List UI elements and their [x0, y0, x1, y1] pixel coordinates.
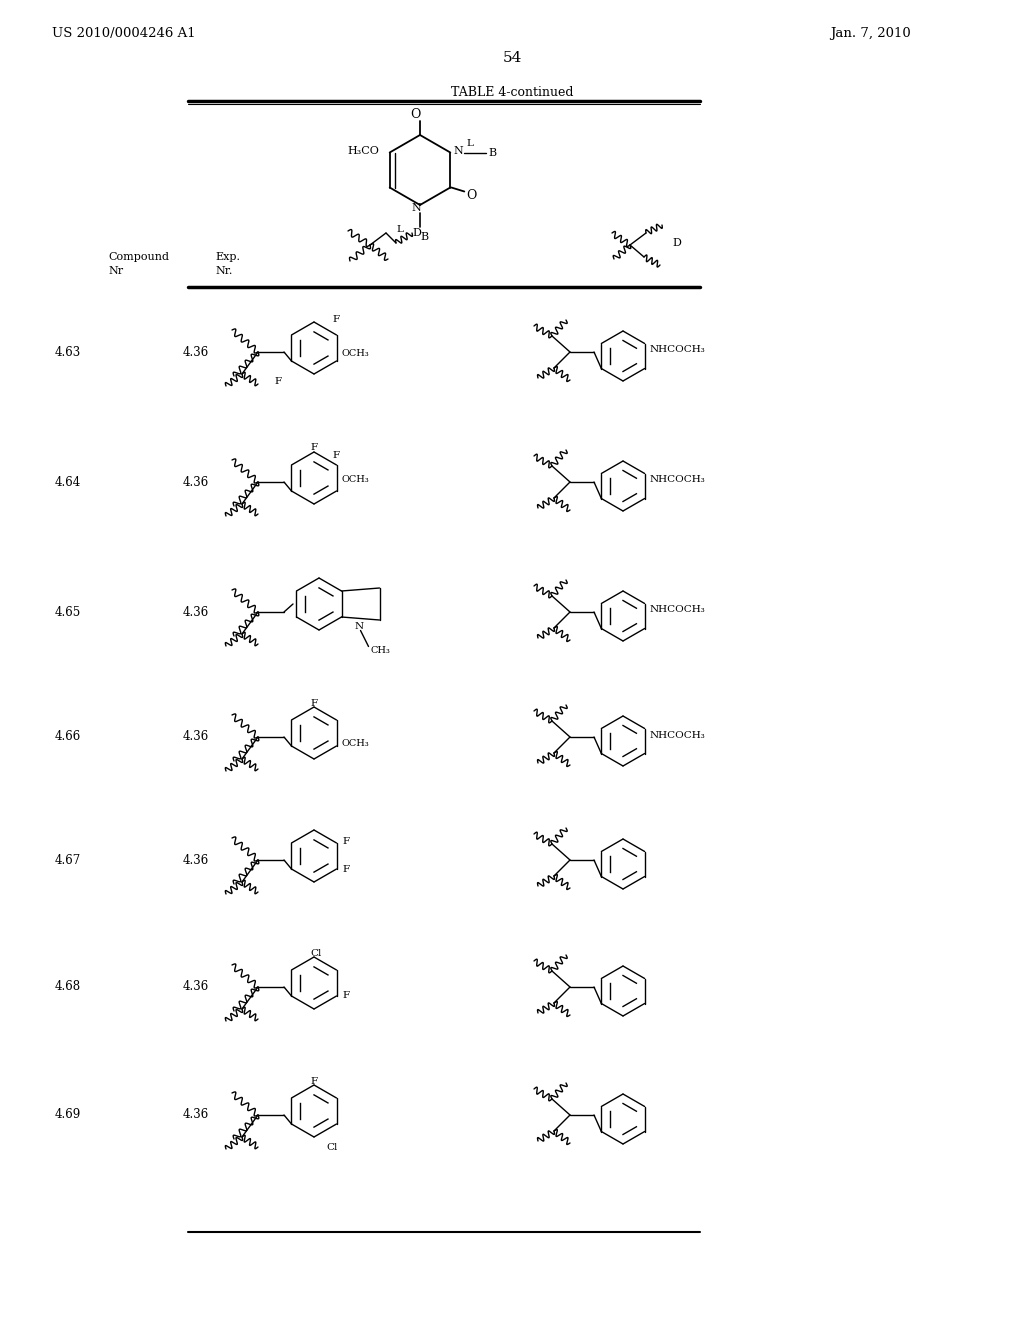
Text: 4.69: 4.69 — [55, 1109, 81, 1122]
Text: NHCOCH₃: NHCOCH₃ — [650, 730, 706, 739]
Text: OCH₃: OCH₃ — [342, 738, 370, 747]
Text: B: B — [420, 232, 428, 242]
Text: NHCOCH₃: NHCOCH₃ — [650, 606, 706, 615]
Text: NHCOCH₃: NHCOCH₃ — [650, 346, 706, 355]
Text: 4.36: 4.36 — [183, 606, 209, 619]
Text: Cl: Cl — [310, 949, 322, 957]
Text: NHCOCH₃: NHCOCH₃ — [650, 475, 706, 484]
Text: F: F — [332, 315, 339, 325]
Text: B: B — [488, 148, 497, 157]
Text: F: F — [310, 698, 317, 708]
Text: 4.64: 4.64 — [55, 475, 81, 488]
Text: TABLE 4-continued: TABLE 4-continued — [451, 87, 573, 99]
Text: 4.36: 4.36 — [183, 981, 209, 994]
Text: OCH₃: OCH₃ — [342, 348, 370, 358]
Text: F: F — [342, 990, 349, 999]
Text: 4.67: 4.67 — [55, 854, 81, 866]
Text: N: N — [411, 203, 421, 213]
Text: Compound: Compound — [108, 252, 169, 261]
Text: 4.68: 4.68 — [55, 981, 81, 994]
Text: F: F — [342, 866, 349, 874]
Text: O: O — [466, 189, 477, 202]
Text: D: D — [413, 228, 422, 238]
Text: 4.36: 4.36 — [183, 1109, 209, 1122]
Text: 4.66: 4.66 — [55, 730, 81, 743]
Text: O: O — [410, 108, 420, 121]
Text: F: F — [332, 451, 339, 461]
Text: L: L — [466, 139, 473, 148]
Text: F: F — [310, 444, 317, 453]
Text: Nr.: Nr. — [215, 267, 232, 276]
Text: N: N — [454, 145, 463, 156]
Text: F: F — [310, 1077, 317, 1085]
Text: N: N — [354, 622, 364, 631]
Text: 4.36: 4.36 — [183, 730, 209, 743]
Text: F: F — [274, 378, 282, 387]
Text: Nr: Nr — [108, 267, 123, 276]
Text: 4.63: 4.63 — [55, 346, 81, 359]
Text: Exp.: Exp. — [215, 252, 240, 261]
Text: Cl: Cl — [326, 1143, 337, 1151]
Text: OCH₃: OCH₃ — [342, 475, 370, 484]
Text: 54: 54 — [503, 51, 521, 65]
Text: 4.36: 4.36 — [183, 475, 209, 488]
Text: 4.36: 4.36 — [183, 346, 209, 359]
Text: 4.65: 4.65 — [55, 606, 81, 619]
Text: Jan. 7, 2010: Jan. 7, 2010 — [830, 26, 910, 40]
Text: H₃CO: H₃CO — [348, 145, 380, 156]
Text: 4.36: 4.36 — [183, 854, 209, 866]
Text: US 2010/0004246 A1: US 2010/0004246 A1 — [52, 26, 196, 40]
Text: L: L — [396, 226, 402, 235]
Text: D: D — [672, 238, 681, 248]
Text: CH₃: CH₃ — [371, 645, 390, 655]
Text: F: F — [342, 837, 349, 846]
